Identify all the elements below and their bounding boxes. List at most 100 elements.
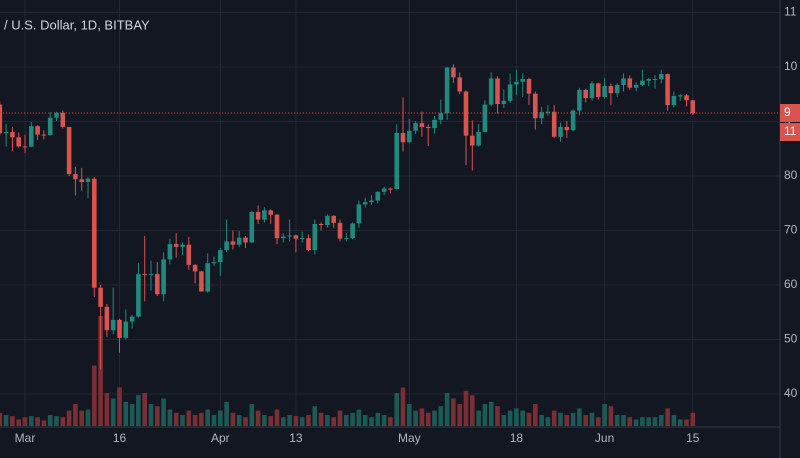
candle-body [425, 126, 431, 129]
candle-body [614, 84, 620, 94]
candle-body [218, 250, 223, 263]
volume-bar [16, 419, 21, 426]
candle-body [199, 271, 204, 292]
volume-bar [539, 415, 544, 426]
x-tick-label: May [398, 431, 421, 445]
candle-layer [0, 64, 696, 370]
volume-bar [652, 417, 658, 426]
volume-bar [230, 412, 236, 426]
volume-bar [558, 412, 563, 426]
volume-bar [281, 417, 286, 426]
volume-bar [375, 412, 381, 426]
volume-bar [287, 415, 292, 426]
volume-bar [54, 416, 59, 426]
candle-body [476, 131, 481, 146]
volume-bar [419, 408, 425, 426]
x-tick-label: 16 [113, 431, 127, 445]
volume-bar [243, 417, 248, 426]
volume-bar [110, 398, 116, 426]
last-price-label: 9 [784, 105, 791, 119]
volume-bar [621, 415, 626, 426]
volume-bar [394, 393, 399, 426]
volume-bar [337, 410, 343, 426]
volume-bar [218, 410, 223, 426]
candle-body [602, 86, 607, 97]
volume-bar [255, 410, 261, 426]
candle-body [432, 119, 437, 129]
volume-bar [514, 408, 519, 426]
candle-body [495, 78, 500, 105]
volume-bar [633, 419, 639, 426]
candle-body [173, 244, 179, 247]
candle-body [192, 264, 198, 272]
volume-bar [677, 419, 683, 426]
volume-bar [444, 393, 450, 426]
volume-bar [507, 410, 513, 426]
candle-body [344, 238, 349, 240]
candle-body [205, 263, 210, 292]
volume-bar [369, 417, 374, 426]
volume-bar [167, 409, 173, 426]
volume-bar [262, 415, 267, 426]
volume-bar [520, 410, 525, 426]
candle-body [306, 238, 311, 251]
volume-bar [407, 404, 412, 426]
volume-bar [79, 410, 84, 426]
candle-body [92, 178, 97, 288]
candle-body [211, 262, 217, 264]
volume-bar [501, 415, 507, 426]
volume-bar [0, 412, 3, 426]
y-tick-label: 60 [784, 277, 798, 291]
x-tick-label: Apr [211, 431, 230, 445]
candle-body [659, 74, 664, 79]
volume-bar [236, 415, 242, 426]
volume-bar [142, 393, 147, 426]
candle-body [684, 95, 689, 101]
volume-bar [533, 404, 538, 426]
volume-bar [123, 401, 129, 426]
candle-body [488, 78, 494, 105]
candle-body [551, 111, 557, 137]
volume-bar [60, 417, 66, 426]
candle-body [318, 223, 324, 226]
candle-body [16, 137, 21, 147]
candle-body [621, 78, 626, 85]
volume-bar [470, 395, 475, 426]
candle-body [268, 210, 273, 215]
candle-body [262, 210, 267, 220]
volume-bar [362, 415, 368, 426]
candle-body [545, 111, 551, 113]
candle-body [79, 179, 84, 182]
countdown-box [780, 122, 800, 141]
candle-body [526, 78, 532, 94]
candle-body [224, 241, 229, 251]
y-tick-label: 40 [784, 386, 798, 400]
volume-bar [85, 409, 91, 426]
candle-body [507, 84, 513, 101]
candle-body [457, 77, 462, 92]
volume-bar [268, 416, 273, 426]
candle-body [558, 126, 563, 137]
volume-bar [104, 393, 110, 426]
x-tick-label: Jun [595, 431, 614, 445]
candle-body [463, 91, 469, 136]
candle-body [665, 74, 670, 106]
candle-body [690, 100, 696, 113]
candle-body [589, 83, 595, 99]
candle-body [451, 67, 456, 78]
volume-bar [10, 416, 15, 426]
volume-bar [564, 415, 570, 426]
volume-bar [318, 412, 324, 426]
volume-bar [331, 417, 336, 426]
candle-body [136, 274, 141, 317]
volume-bar [665, 408, 670, 426]
volume-bar [117, 387, 122, 426]
last-price-box [780, 103, 800, 122]
volume-bar [627, 417, 633, 426]
volume-bar [29, 416, 34, 426]
volume-bar [432, 410, 437, 426]
volume-bar [583, 415, 588, 426]
x-tick-label: 15 [686, 431, 700, 445]
candle-body [640, 80, 645, 85]
